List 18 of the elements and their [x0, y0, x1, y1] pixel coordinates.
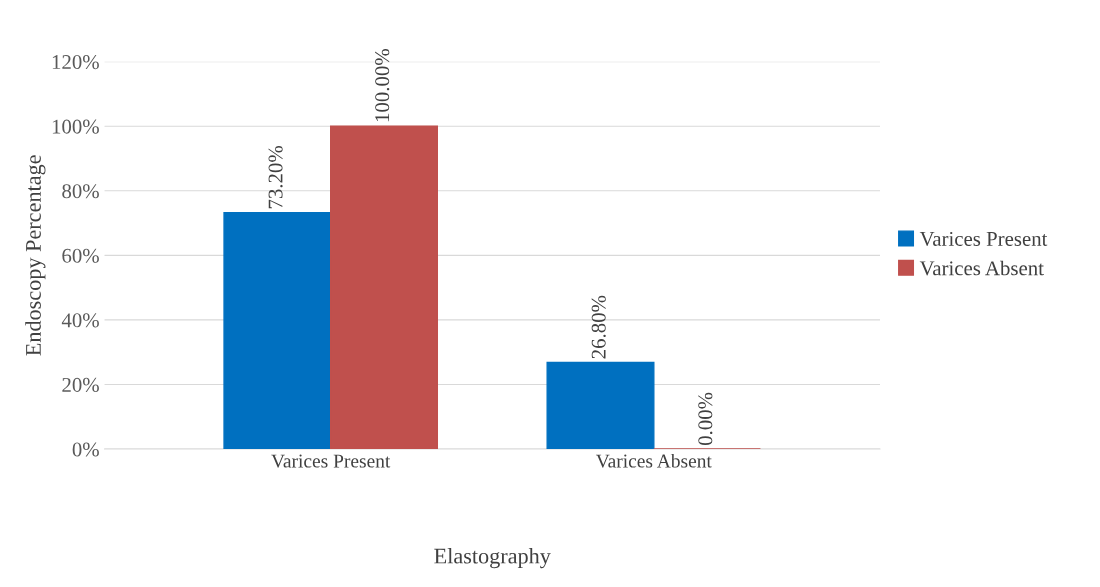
x-axis-title: Elastography	[434, 547, 551, 569]
y-tick-label: 120%	[52, 55, 99, 70]
bar	[546, 361, 655, 450]
data-label: 73.20%	[268, 145, 283, 209]
data-label: 26.80%	[591, 295, 606, 359]
y-tick-label: 100%	[52, 119, 99, 134]
legend-label: Varices Absent	[919, 260, 1044, 276]
y-tick-label: 40%	[61, 313, 99, 328]
bar	[329, 125, 439, 450]
y-tick-label: 80%	[62, 184, 99, 199]
bar	[223, 212, 332, 450]
legend-label: Varices Present	[919, 231, 1048, 247]
data-label: 100.00%	[375, 49, 390, 122]
y-axis-title: Endoscopy Percentage	[25, 155, 46, 356]
y-tick-label: 60%	[62, 248, 99, 263]
data-label: 0.00%	[698, 392, 713, 446]
y-tick-label: 20%	[62, 377, 99, 392]
y-tick-label: 0%	[72, 442, 99, 457]
